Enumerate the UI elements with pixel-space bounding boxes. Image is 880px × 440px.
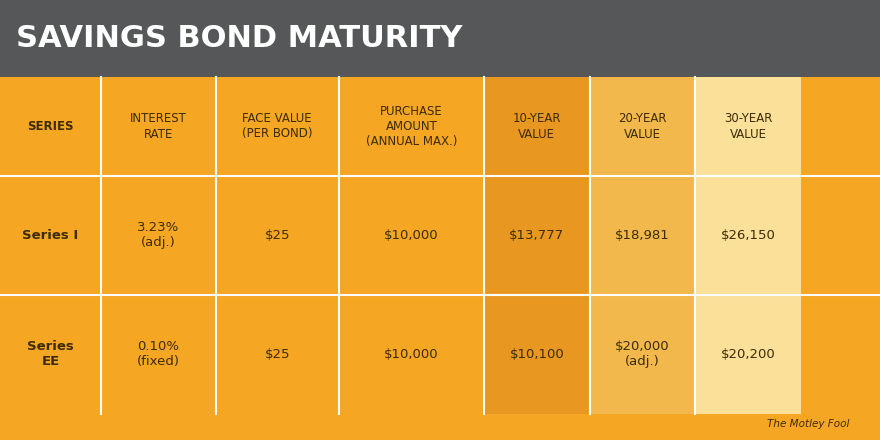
Bar [339, 176, 484, 295]
Text: 0.10%
(fixed): 0.10% (fixed) [137, 340, 180, 368]
Bar [0, 77, 101, 176]
Text: $18,981: $18,981 [615, 229, 670, 242]
Bar [101, 176, 216, 295]
Bar [590, 295, 695, 414]
Text: $20,000
(adj.): $20,000 (adj.) [615, 340, 670, 368]
Bar [590, 176, 695, 295]
Bar [695, 295, 801, 414]
Text: 30-YEAR
VALUE: 30-YEAR VALUE [724, 113, 772, 140]
Text: $10,000: $10,000 [384, 348, 439, 361]
Text: $10,000: $10,000 [384, 229, 439, 242]
Bar [484, 176, 590, 295]
Text: $25: $25 [265, 229, 290, 242]
Text: INTEREST
RATE: INTEREST RATE [130, 113, 187, 140]
Bar [0, 0, 880, 77]
Bar [0, 295, 101, 414]
Bar [339, 77, 484, 176]
Bar [484, 295, 590, 414]
Text: $20,200: $20,200 [721, 348, 775, 361]
Text: $10,100: $10,100 [510, 348, 564, 361]
Bar [216, 295, 339, 414]
Text: $13,777: $13,777 [510, 229, 564, 242]
Text: PURCHASE
AMOUNT
(ANNUAL MAX.): PURCHASE AMOUNT (ANNUAL MAX.) [366, 105, 457, 148]
Text: $25: $25 [265, 348, 290, 361]
Text: Series
EE: Series EE [27, 340, 74, 368]
Text: Series I: Series I [23, 229, 78, 242]
Bar [339, 295, 484, 414]
Text: 3.23%
(adj.): 3.23% (adj.) [137, 221, 180, 249]
Bar [590, 77, 695, 176]
Text: 20-YEAR
VALUE: 20-YEAR VALUE [618, 113, 667, 140]
Bar [216, 176, 339, 295]
Bar [695, 176, 801, 295]
Text: $26,150: $26,150 [721, 229, 775, 242]
Bar [695, 77, 801, 176]
Bar [484, 77, 590, 176]
Text: 10-YEAR
VALUE: 10-YEAR VALUE [512, 113, 561, 140]
Text: SERIES: SERIES [27, 120, 74, 133]
Text: SAVINGS BOND MATURITY: SAVINGS BOND MATURITY [16, 24, 462, 53]
Bar [0, 176, 101, 295]
Text: FACE VALUE
(PER BOND): FACE VALUE (PER BOND) [242, 113, 312, 140]
Bar [101, 295, 216, 414]
Bar [101, 77, 216, 176]
Bar [216, 77, 339, 176]
Text: The Motley Fool: The Motley Fool [766, 419, 849, 429]
